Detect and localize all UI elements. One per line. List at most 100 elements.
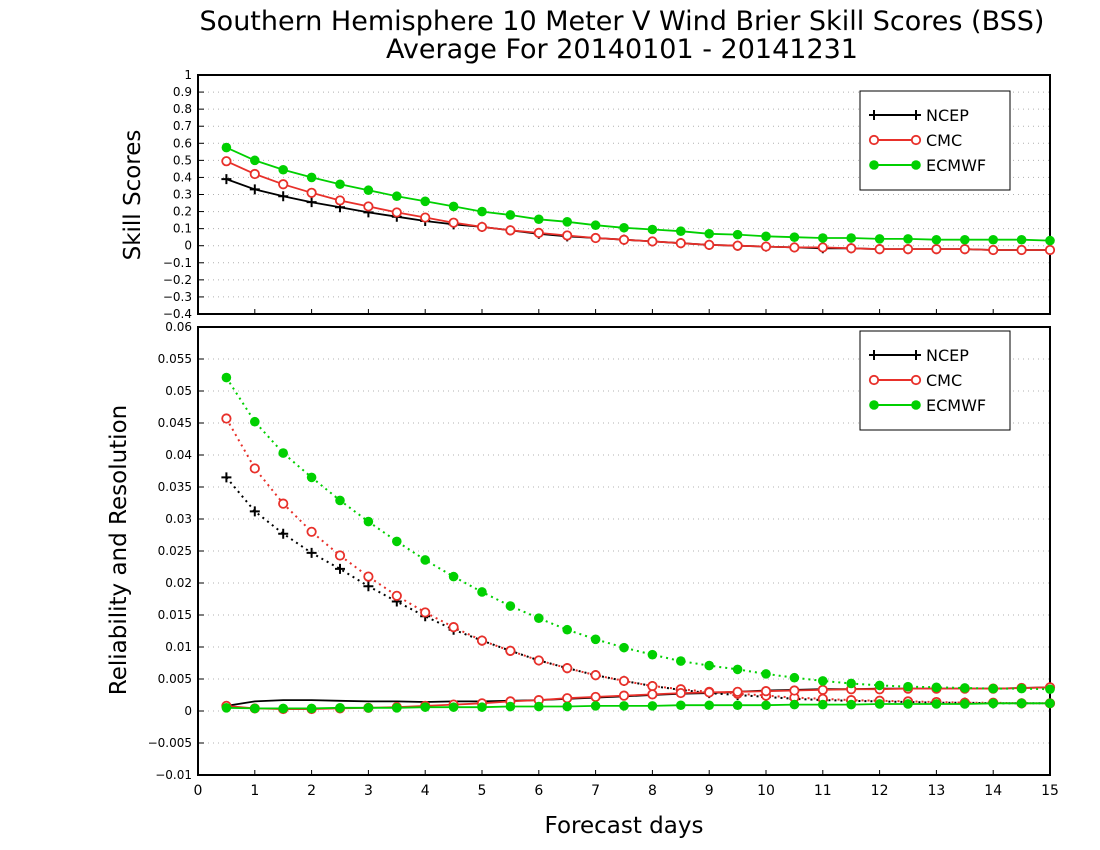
data-point: [789, 672, 800, 683]
x-tick-label: 15: [1041, 783, 1059, 799]
data-point: [647, 224, 658, 235]
x-tick-label: 9: [705, 783, 714, 799]
y-tick-label: 0: [184, 704, 192, 718]
data-point: [363, 571, 374, 582]
series-line: [225, 377, 1051, 691]
legend-marker: [910, 134, 922, 146]
data-point: [420, 196, 431, 207]
data-point: [391, 590, 402, 601]
data-point: [392, 536, 402, 547]
data-point: [221, 156, 232, 167]
data-point: [306, 526, 317, 537]
data-point: [534, 613, 544, 623]
data-point: [675, 238, 686, 249]
x-tick-label: 14: [984, 783, 1002, 799]
data-point: [391, 207, 402, 218]
data-point: [760, 241, 772, 252]
data-point: [676, 656, 686, 666]
data-point: [392, 191, 402, 202]
data-point: [675, 687, 686, 699]
x-tick-label: 5: [478, 783, 487, 799]
data-point: [704, 228, 714, 239]
x-tick-label: 0: [194, 783, 203, 799]
x-tick-label: 4: [421, 783, 430, 799]
data-point: [1016, 698, 1027, 709]
legend-entry-ecmwf: ECMWF: [869, 396, 986, 415]
data-point: [278, 164, 289, 175]
data-point: [562, 624, 572, 635]
data-point: [334, 195, 346, 206]
data-point: [676, 700, 686, 711]
data-point: [221, 174, 232, 185]
y-tick-label: 0.025: [158, 544, 192, 558]
x-tick-label: 2: [307, 783, 316, 799]
data-point: [420, 702, 431, 712]
x-tick-label: 11: [814, 783, 832, 799]
reliability-resolution-panel: −0.01 −0.005 0 0.005 0.01 0.015 0.02 0.025 0.03 0…: [148, 320, 1059, 799]
series-line: [226, 702, 1050, 710]
x-axis-label: Forecast days: [545, 813, 704, 839]
y-tick-label: 0.055: [158, 352, 192, 366]
data-point: [1016, 234, 1027, 245]
data-point: [760, 686, 772, 697]
data-point: [647, 701, 658, 711]
data-point: [278, 703, 289, 714]
data-point: [363, 703, 374, 713]
series-cmc: [221, 156, 1056, 256]
x-tick-label: 13: [927, 783, 945, 799]
y-tick-label: −0.005: [148, 736, 192, 750]
series-ecmwf-reliability: [221, 698, 1055, 714]
legend-marker: [868, 134, 880, 146]
data-point: [476, 635, 488, 646]
y-tick-label: 0.06: [165, 320, 192, 334]
data-point: [618, 234, 630, 245]
data-point: [761, 700, 771, 711]
data-point: [789, 232, 800, 242]
y-tick-label: −0.1: [163, 256, 192, 270]
x-tick-label: 1: [250, 783, 259, 799]
data-point: [789, 242, 800, 253]
data-point: [789, 685, 800, 696]
legend-entry-ncep: NCEP: [869, 346, 969, 365]
y-tick-label: −0.2: [163, 273, 192, 287]
legend-label: NCEP: [926, 106, 969, 125]
y-tick-label: 0.045: [158, 416, 192, 430]
x-tick-label: 8: [648, 783, 657, 799]
data-point: [761, 669, 771, 679]
data-point: [590, 670, 601, 681]
series-cmc-resolution: [221, 413, 1056, 709]
legend-marker: [869, 160, 879, 170]
y-tick-label: 0.3: [173, 188, 192, 202]
legend-label: CMC: [926, 131, 962, 150]
data-point: [676, 226, 686, 237]
y-axis-label-skill-scores: Skill Scores: [120, 130, 146, 261]
legend-label: CMC: [926, 371, 962, 390]
data-point: [505, 210, 516, 220]
legend-entry-cmc: CMC: [868, 131, 962, 150]
data-point: [988, 683, 998, 694]
data-point: [306, 547, 317, 558]
y-tick-label: 0.6: [173, 136, 192, 150]
data-point: [505, 601, 516, 611]
data-point: [903, 699, 913, 709]
legend-marker: [869, 350, 879, 360]
legend-marker: [911, 110, 921, 120]
data-point: [249, 168, 260, 180]
data-point: [817, 684, 828, 695]
data-point: [704, 660, 714, 671]
data-point: [306, 472, 317, 483]
legend: NCEP CMC ECMWF: [859, 330, 1011, 431]
data-point: [363, 185, 374, 196]
data-point: [988, 244, 999, 256]
series-ecmwf: [221, 142, 1055, 246]
data-point: [562, 663, 573, 674]
series-line: [225, 418, 1050, 705]
data-point: [533, 655, 544, 666]
y-tick-label: 0.015: [158, 608, 192, 622]
data-point: [704, 700, 714, 711]
y-tick-label: −0.4: [163, 307, 192, 321]
chart-subtitle: Average For 20140101 - 20141231: [386, 34, 858, 65]
x-tick-label: 6: [534, 783, 543, 799]
y-axis-label-reliability-resolution: Reliability and Resolution: [106, 405, 132, 695]
data-point: [590, 701, 601, 711]
